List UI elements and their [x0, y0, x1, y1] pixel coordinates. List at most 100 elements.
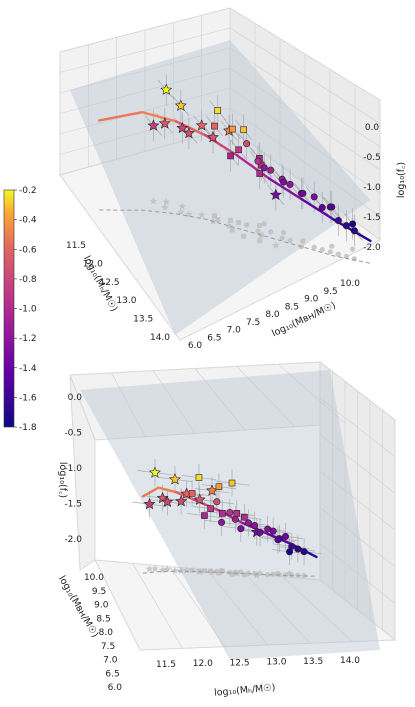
top-z-tick-labels: -2.0 -1.5 -1.0 -0.5 0.0: [363, 123, 381, 253]
tick-label: 7.0: [103, 656, 118, 666]
star-marker: [161, 495, 174, 508]
shadow-star-marker: [177, 208, 185, 216]
circle-marker: [286, 180, 294, 188]
colorbar-gradient: [3, 189, 15, 428]
fit-curve-segment: [300, 197, 335, 221]
shadow-square-marker: [201, 568, 207, 574]
bottom-z-axis-label: log₁₀(f꜀): [57, 462, 68, 498]
fit-curve-segment: [157, 486, 177, 494]
tick-label: 14.0: [150, 333, 170, 343]
top-fit-curve: [98, 111, 372, 243]
tick-label: -2.0: [363, 243, 381, 253]
shadow-star-marker: [151, 564, 159, 572]
colorbar: -0.2 -0.4 -0.6 -0.8 -1.0 -1.2 -1.4 -1.6 -1.8: [3, 186, 37, 433]
shadow-circle-marker: [286, 570, 293, 576]
fit-curve-segment: [235, 154, 271, 180]
tick-label: -1.0: [64, 464, 82, 474]
square-marker: [228, 479, 236, 487]
square-marker: [201, 512, 208, 519]
shadow-star-marker: [197, 211, 206, 219]
circle-marker: [231, 515, 239, 523]
top-z-axis-label: log₁₀(f꜀): [396, 162, 407, 198]
top-y-tick-labels: 6.0 6.5 7.0 7.5 8.0 8.5 9.0 9.510.0: [188, 279, 360, 351]
fit-curve-segment: [174, 120, 207, 137]
shadow-circle-marker: [351, 256, 358, 262]
tick-label: 8.5: [96, 614, 110, 624]
star-marker: [147, 119, 160, 131]
square-marker: [188, 490, 196, 497]
shadow-circle-marker: [282, 572, 289, 578]
colorbar-tick-label: -0.4: [19, 216, 37, 226]
shadow-square-marker: [256, 223, 262, 229]
star-marker: [143, 497, 156, 510]
star-marker: [160, 83, 173, 95]
bottom-x-tick-labels: 11.5 12.0 12.5 13.0 13.5 14.0: [156, 656, 360, 670]
shadow-circle-marker: [245, 570, 252, 576]
circle-marker: [269, 527, 277, 535]
tick-label: 13.5: [303, 657, 323, 667]
square-marker: [256, 170, 264, 177]
star-marker: [148, 466, 161, 478]
tick-label: -1.5: [64, 500, 82, 510]
star-marker: [176, 121, 189, 134]
top-shadow-points: [99, 197, 371, 264]
star-marker: [193, 493, 206, 505]
tick-label: -2.0: [64, 535, 82, 545]
circle-marker: [218, 518, 226, 526]
circle-marker: [244, 519, 252, 527]
circle-marker: [260, 164, 268, 172]
tick-label: 12.0: [193, 659, 213, 669]
square-marker: [241, 513, 248, 521]
top-x-tick-labels: 11.5 12.0 12.5 13.0 13.5 14.0: [66, 241, 170, 343]
tick-label: 9.5: [92, 587, 106, 597]
tick-label: 7.5: [101, 642, 115, 652]
tick-label: -1.5: [363, 213, 381, 223]
square-marker: [215, 483, 223, 491]
tick-label: 13.0: [266, 658, 286, 668]
square-marker: [211, 122, 218, 130]
shadow-star-marker: [161, 203, 169, 211]
star-marker: [158, 117, 171, 129]
bottom-grid: [111, 363, 396, 649]
shadow-star-marker: [225, 221, 233, 230]
tick-label: 10.0: [340, 279, 360, 289]
circle-marker: [294, 545, 302, 553]
fit-curve-segment: [141, 111, 178, 123]
shadow-square-marker: [236, 220, 242, 226]
bottom-y-tick-labels: 6.0 6.5 7.0 7.5 8.0 8.5 9.0 9.5 10.0: [84, 573, 122, 693]
tick-label: 12.0: [83, 259, 103, 269]
shadow-circle-marker: [270, 571, 276, 577]
fit-curve-shadow: [142, 570, 317, 577]
shadow-star-marker: [272, 241, 280, 249]
colorbar-tick-label: -1.0: [19, 305, 37, 315]
tick-label: 12.5: [100, 278, 120, 288]
shadow-square-marker: [229, 227, 235, 233]
shadow-star-marker: [182, 566, 191, 574]
shadow-circle-marker: [287, 237, 293, 243]
tick-label: -1.0: [363, 183, 381, 193]
top-panel: 11.5 12.0 12.5 13.0 13.5 14.0 6.0 6.5 7.0 7.5 8.0…: [59, 7, 407, 351]
shadow-circle-marker: [350, 246, 356, 252]
circle-marker: [256, 528, 264, 536]
shadow-square-marker: [208, 568, 214, 574]
tick-label: 13.0: [116, 296, 136, 306]
shadow-circle-marker: [227, 569, 233, 576]
tick-label: 7.0: [227, 326, 242, 336]
shadow-square-marker: [216, 570, 222, 576]
shadow-star-marker: [162, 197, 171, 206]
shadow-circle-marker: [343, 253, 349, 260]
shadow-circle-marker: [255, 228, 261, 234]
circle-marker: [342, 222, 350, 230]
tick-label: 0.0: [68, 393, 83, 403]
tick-label: 8.0: [265, 310, 280, 320]
shadow-circle-marker: [279, 235, 285, 241]
circle-marker: [267, 166, 275, 174]
circle-marker: [286, 548, 294, 556]
shadow-circle-marker: [218, 567, 225, 574]
square-marker: [214, 107, 222, 114]
square-marker: [218, 510, 226, 517]
shadow-square-marker: [241, 233, 247, 239]
shadow-star-marker: [171, 566, 179, 574]
star-marker: [174, 99, 187, 111]
